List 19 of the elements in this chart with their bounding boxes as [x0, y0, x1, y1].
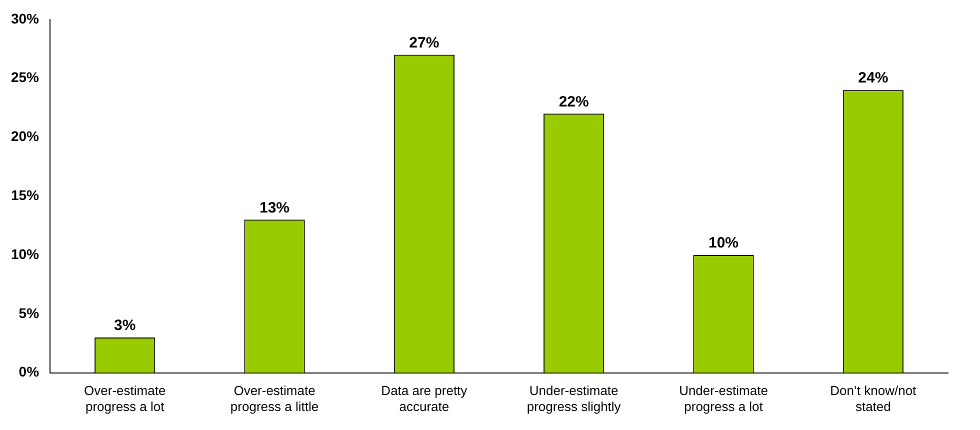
x-tick-label: Don’t know/not stated [830, 383, 917, 414]
y-tick-label: 10% [10, 246, 40, 262]
x-tick-label: Over-estimate progress a lot [84, 383, 166, 414]
y-tick-label: 30% [10, 10, 40, 26]
data-label: 3% [114, 317, 136, 334]
data-label: 27% [409, 34, 440, 52]
x-tick-label: Under-estimate progress a lot [679, 383, 768, 414]
x-tick-label: Under-estimate progress slightly [526, 383, 622, 414]
data-label: 24% [858, 70, 888, 87]
y-tick-label: 20% [10, 128, 40, 144]
data-label: 22% [558, 93, 589, 110]
y-tick-label: 0% [18, 364, 40, 380]
data-label: 10% [708, 234, 739, 252]
y-tick-label: 15% [10, 186, 40, 203]
data-label: 13% [260, 199, 290, 216]
x-tick-label: Over-estimate progress a little [230, 383, 319, 414]
y-tick-label: 5% [18, 304, 40, 321]
x-tick-label: Data are pretty accurate [381, 383, 468, 414]
y-tick-label: 25% [10, 69, 40, 86]
